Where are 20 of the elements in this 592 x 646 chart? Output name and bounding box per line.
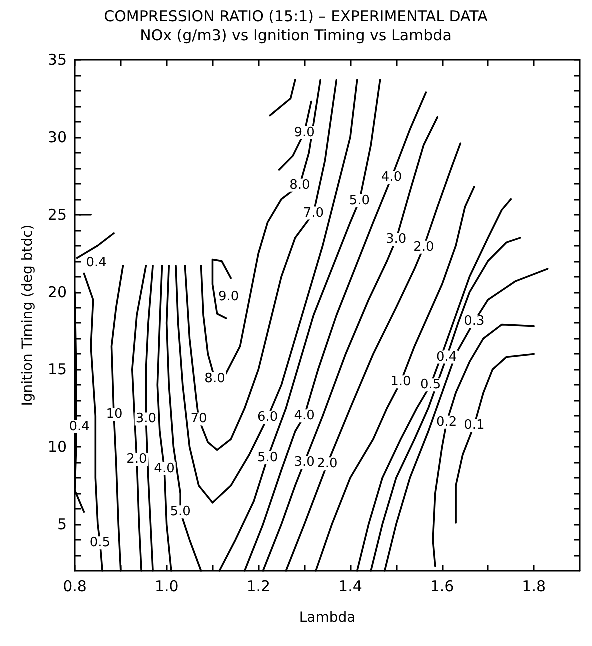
- chart-subtitle: NOx (g/m3) vs Ignition Timing vs Lambda: [140, 26, 452, 44]
- y-tick-label: 15: [48, 360, 67, 379]
- x-tick-label: 1.6: [430, 578, 454, 596]
- y-tick-label: 35: [48, 51, 67, 69]
- x-tick-label: 1.8: [522, 578, 546, 596]
- x-tick-label: 1.4: [338, 578, 362, 596]
- annotation: 9.0: [218, 289, 240, 304]
- annotation: 0.4: [69, 419, 90, 434]
- y-axis-title: Ignition Timing (deg btdc): [20, 224, 36, 406]
- chart-title: COMPRESSION RATIO (15:1) – EXPERIMENTAL DATA: [104, 8, 489, 26]
- y-tick-label: 25: [48, 206, 67, 224]
- x-axis-title: Lambda: [299, 610, 356, 626]
- y-tick-label: 20: [48, 283, 67, 302]
- x-tick-label: 0.8: [63, 578, 87, 596]
- y-tick-label: 5: [57, 516, 67, 534]
- annotation: 0.4: [86, 255, 107, 270]
- x-tick-label: 1.0: [154, 578, 179, 596]
- y-tick-label: 10: [48, 438, 67, 456]
- x-tick-label: 1.2: [246, 578, 271, 596]
- y-tick-label: 30: [48, 128, 67, 146]
